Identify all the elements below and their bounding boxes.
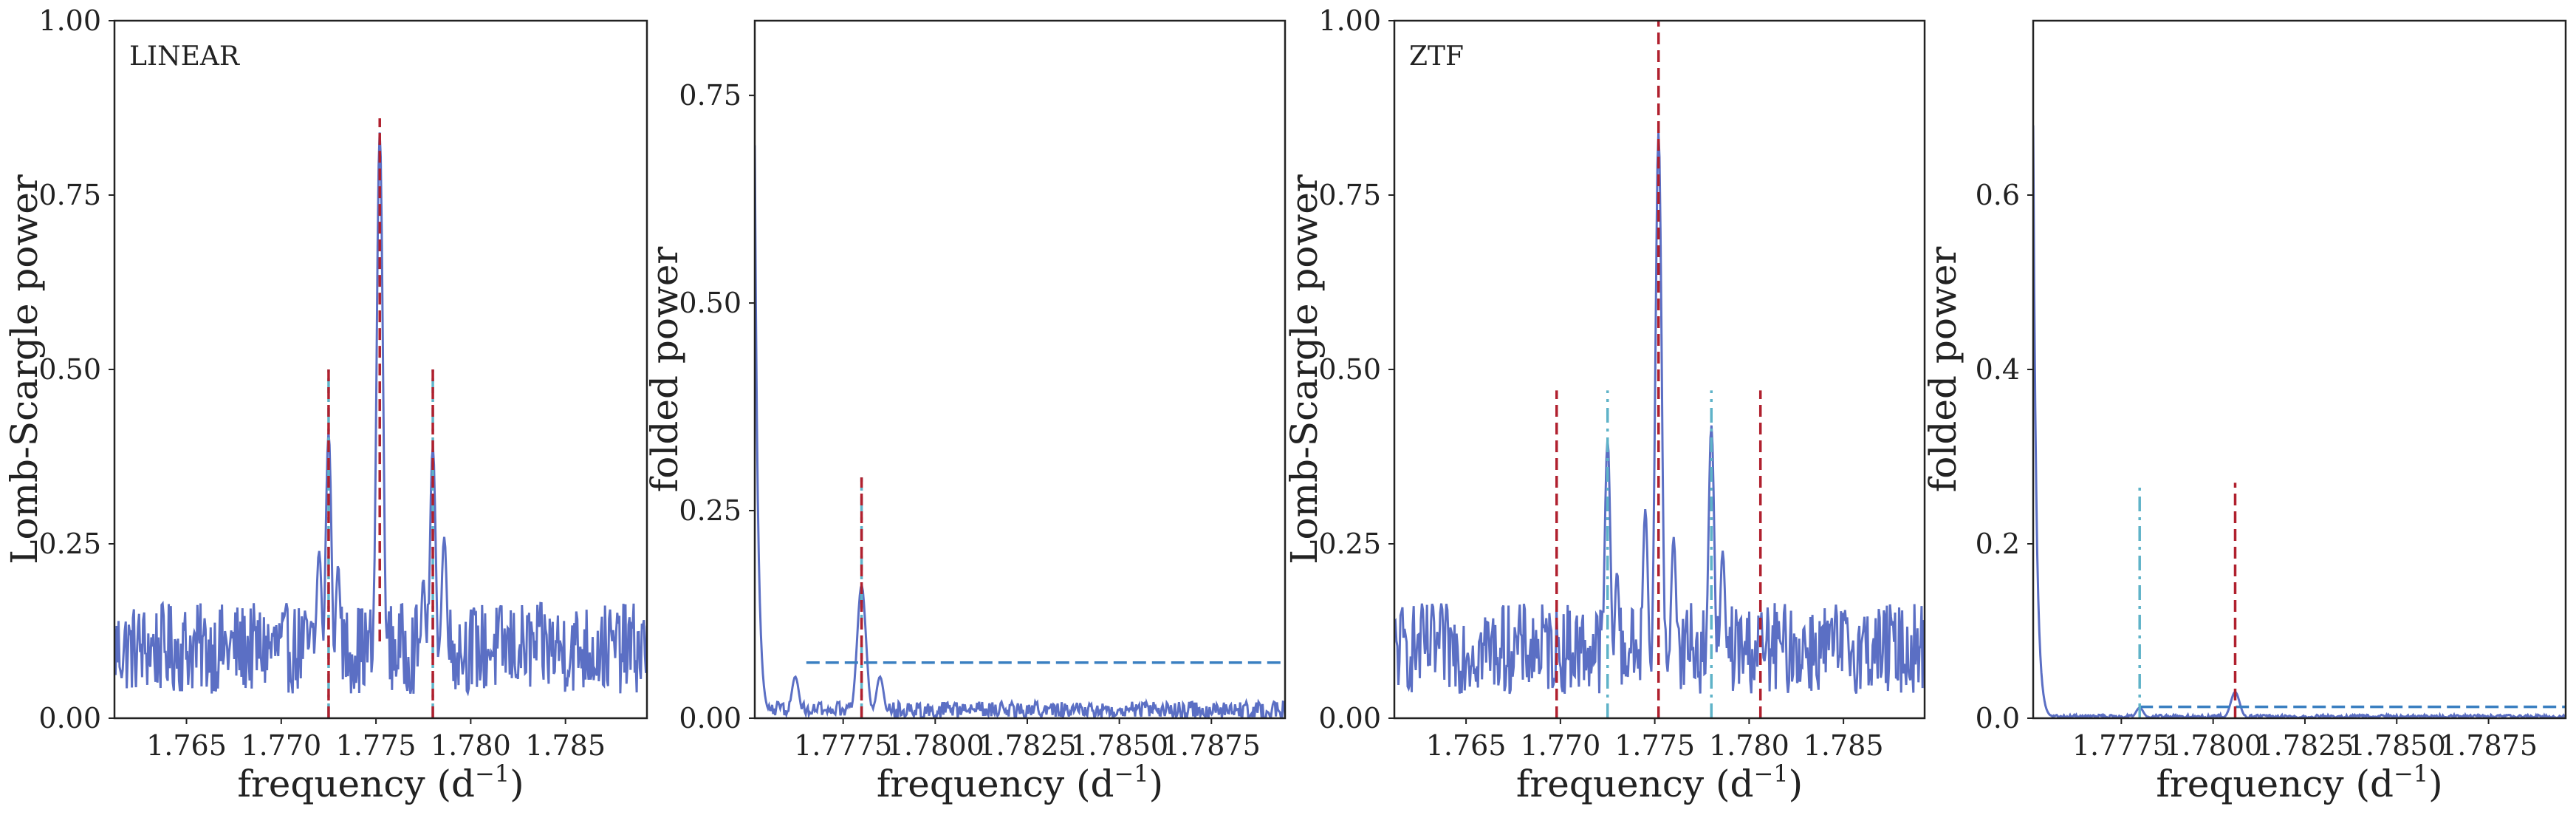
- x-tick-label: 1.7850: [2348, 729, 2446, 762]
- y-tick-label: 0.25: [38, 528, 101, 560]
- x-tick-label: 1.7875: [2439, 729, 2538, 762]
- x-tick-label: 1.780: [1709, 729, 1789, 762]
- x-tick-label: 1.7800: [2164, 729, 2262, 762]
- panel-label: LINEAR: [129, 41, 240, 72]
- y-axis-label: folded power: [643, 247, 686, 493]
- x-axis-label: frequency (d−1): [1516, 760, 1803, 805]
- x-tick-label: 1.785: [525, 729, 606, 762]
- x-tick-label: 1.770: [241, 729, 321, 762]
- y-tick-label: 0.75: [38, 179, 101, 211]
- plot-frame: [2032, 19, 2567, 720]
- y-tick-label: 0.25: [679, 494, 741, 527]
- y-tick-label: 1.00: [38, 4, 101, 37]
- y-tick-label: 0.50: [1318, 353, 1381, 386]
- y-axis-label: Lomb-Scargle power: [1283, 174, 1326, 565]
- x-tick-label: 1.7875: [1162, 729, 1261, 762]
- y-tick-label: 0.2: [1976, 528, 2020, 560]
- power-curve: [2033, 125, 2566, 718]
- plot-frame: [753, 19, 1287, 720]
- y-axis-label: Lomb-Scargle power: [3, 174, 46, 565]
- x-axis-label: frequency (d−1): [877, 760, 1163, 805]
- y-tick-label: 0.75: [1318, 179, 1381, 211]
- panel-3: 1.765 1.770 1.775 1.780 1.785 0.00 0.25 0.50 0.7…: [1283, 4, 1926, 805]
- x-tick-label: 1.7825: [2255, 729, 2354, 762]
- y-tick-label: 0.00: [679, 702, 741, 734]
- x-tick-label: 1.7800: [886, 729, 984, 762]
- y-tick-label: 0.50: [38, 353, 101, 386]
- x-tick-label: 1.785: [1803, 729, 1884, 762]
- y-tick-label: 0.6: [1976, 179, 2020, 211]
- x-tick-label: 1.765: [146, 729, 227, 762]
- y-tick-label: 0.25: [1318, 528, 1381, 560]
- x-tick-label: 1.7825: [978, 729, 1076, 762]
- y-tick-label: 0.50: [679, 287, 741, 319]
- x-tick-label: 1.7775: [794, 729, 892, 762]
- x-tick-label: 1.765: [1426, 729, 1507, 762]
- x-tick-label: 1.780: [431, 729, 511, 762]
- x-tick-label: 1.7775: [2072, 729, 2171, 762]
- y-tick-label: 0.4: [1976, 353, 2020, 386]
- panel-label: ZTF: [1409, 41, 1464, 72]
- panel-1: 1.765 1.770 1.775 1.780 1.785 0.00 0.25 0.50 0.7…: [3, 4, 648, 805]
- y-tick-label: 1.00: [1318, 4, 1381, 37]
- y-tick-label: 0.00: [38, 702, 101, 734]
- x-axis-label: frequency (d−1): [2156, 760, 2442, 805]
- x-tick-label: 1.770: [1520, 729, 1600, 762]
- x-tick-label: 1.775: [1614, 729, 1695, 762]
- x-axis-label: frequency (d−1): [237, 760, 524, 805]
- y-tick-label: 0.75: [679, 79, 741, 112]
- y-tick-label: 0.0: [1976, 702, 2020, 734]
- y-axis-label: folded power: [1922, 247, 1964, 493]
- power-curve: [114, 132, 647, 697]
- x-tick-label: 1.775: [336, 729, 417, 762]
- y-tick-label: 0.00: [1318, 702, 1381, 734]
- x-tick-label: 1.7850: [1070, 729, 1168, 762]
- power-curve: [755, 145, 1285, 718]
